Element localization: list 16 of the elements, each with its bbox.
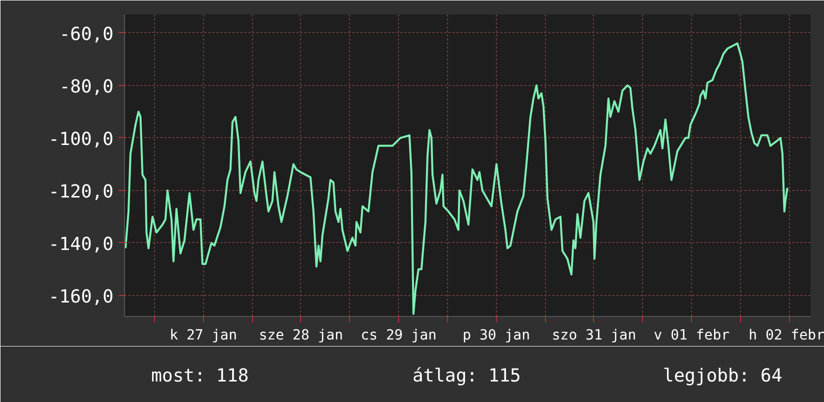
- x-tick-label: h 02 febr: [748, 328, 824, 344]
- text: most: 118: [151, 366, 249, 386]
- x-tick-label: szo 31 jan: [552, 328, 636, 344]
- x-tick-label: cs 29 jan: [360, 328, 437, 344]
- text: átlag: 115: [412, 366, 521, 386]
- y-tick-label: -60,0: [59, 24, 114, 45]
- x-tick-label: v 01 febr: [654, 328, 730, 344]
- x-tick-label: p 30 jan: [462, 328, 530, 344]
- y-tick-label: -140,0: [48, 234, 114, 255]
- y-tick-label: -160,0: [48, 286, 114, 308]
- text: legjobb: 64: [662, 366, 782, 386]
- y-tick-label: -100,0: [48, 128, 114, 150]
- y-tick-label: -80,0: [59, 76, 114, 98]
- x-tick-label: k 27 jan: [170, 328, 238, 344]
- x-tick-label: sze 28 jan: [258, 328, 344, 344]
- y-tick-label: -120,0: [48, 181, 114, 202]
